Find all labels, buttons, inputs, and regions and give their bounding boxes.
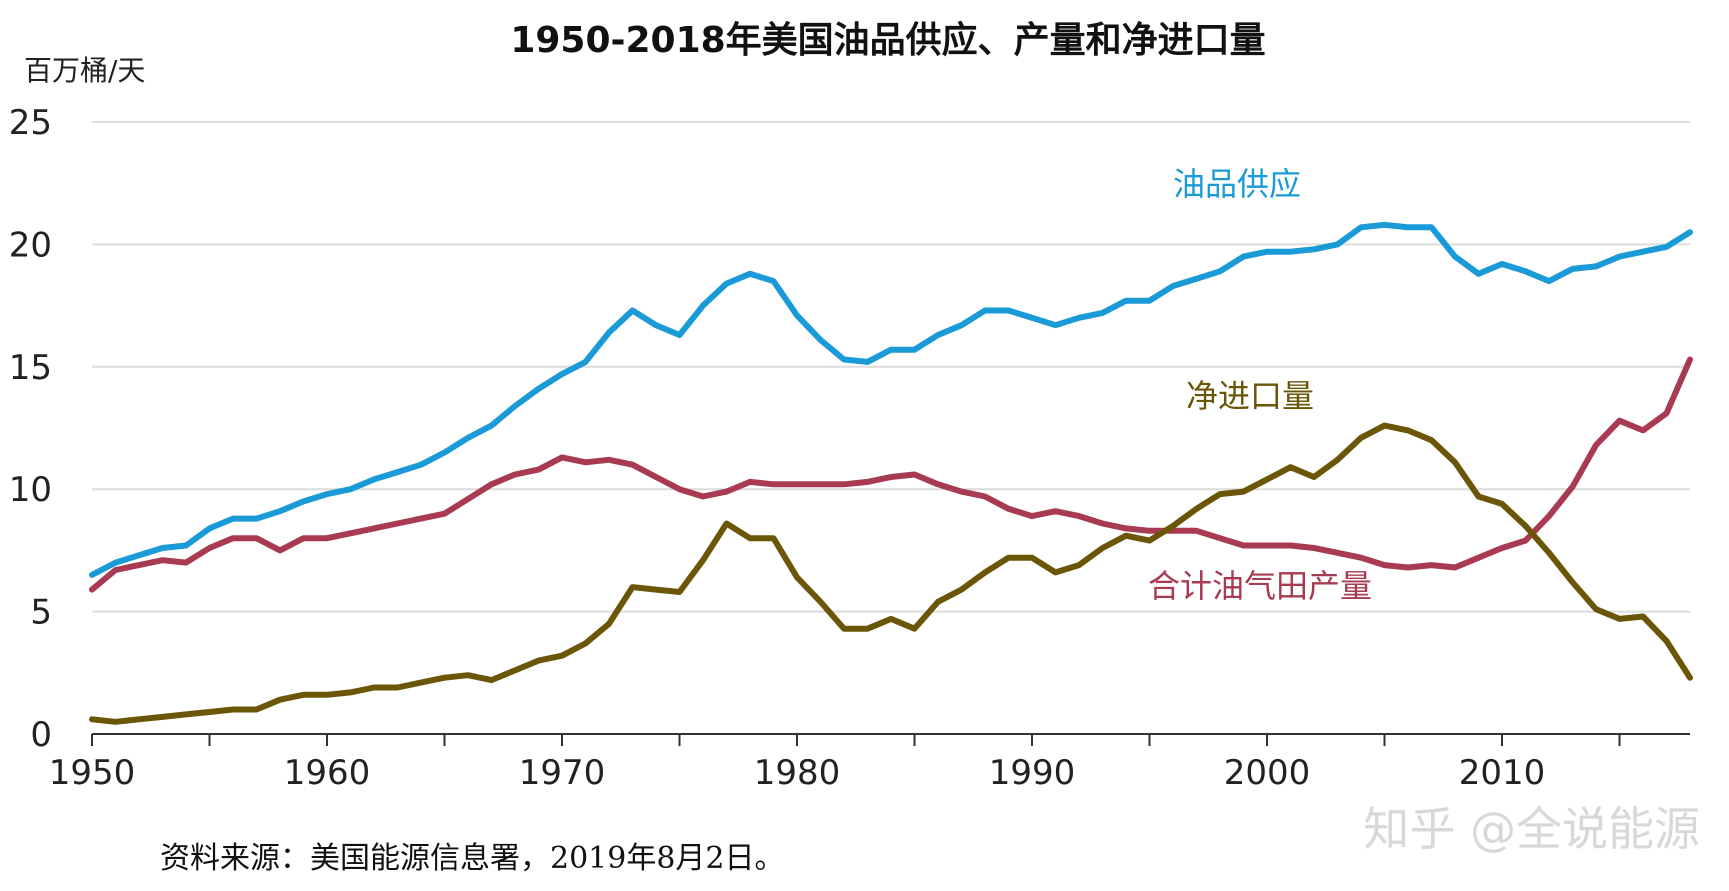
y-tick-label-10: 10 (9, 470, 52, 510)
gridlines (92, 121, 1690, 613)
y-tick-label-20: 20 (9, 225, 52, 265)
y-tick-label-0: 0 (30, 715, 52, 755)
series-label-0: 油品供应 (1173, 165, 1301, 203)
x-tick-label-2000: 2000 (1224, 753, 1311, 793)
x-tick-label-1970: 1970 (519, 753, 606, 793)
x-tick-label-2010: 2010 (1459, 753, 1546, 793)
source-note: 资料来源：美国能源信息署，2019年8月2日。 (160, 841, 785, 876)
y-tick-label-5: 5 (30, 593, 52, 633)
axes: 0 5 10 15 20 25 1950 1960 1970 1980 1990 2000 2010 (9, 103, 1690, 793)
x-tick-label-1980: 1980 (754, 753, 841, 793)
x-tick-label-1950: 1950 (49, 753, 136, 793)
series-label-2: 净进口量 (1186, 377, 1314, 415)
y-tick-label-25: 25 (9, 103, 52, 143)
series-lines (89, 221, 1693, 725)
series-line-1 (89, 356, 1693, 593)
series-line-0 (89, 221, 1693, 578)
y-tick-label-15: 15 (9, 348, 52, 388)
x-tick-label-1960: 1960 (284, 753, 371, 793)
x-tick-label-1990: 1990 (989, 753, 1076, 793)
series-label-1: 合计油气田产量 (1148, 567, 1372, 605)
chart-title: 1950-2018年美国油品供应、产量和净进口量 (510, 20, 1265, 61)
y-axis-unit-label: 百万桶/天 (24, 54, 145, 87)
series-line-2 (89, 422, 1693, 725)
watermark: 知乎 @全说能源 (1363, 802, 1700, 856)
